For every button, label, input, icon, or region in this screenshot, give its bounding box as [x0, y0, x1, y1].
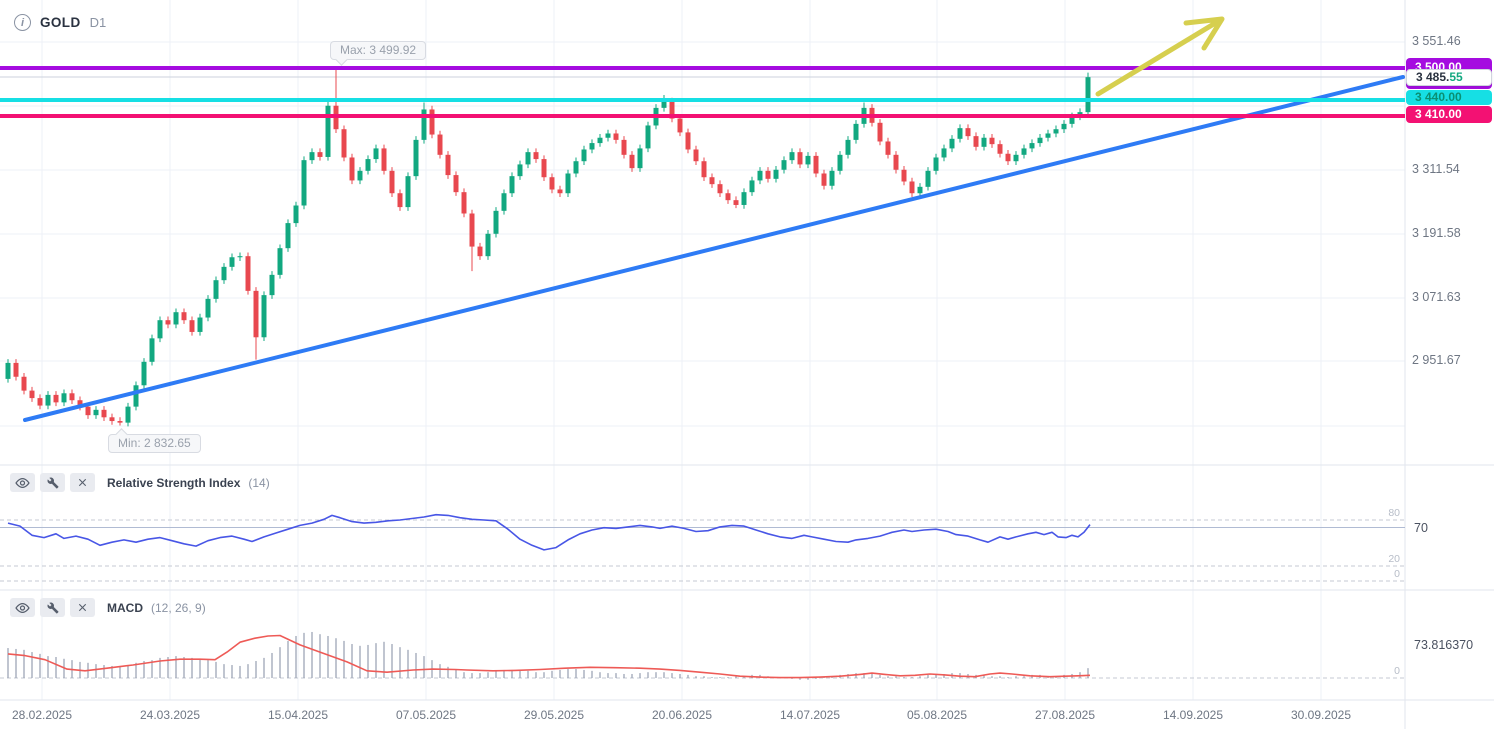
date-axis-label[interactable]: 07.05.2025 — [395, 708, 457, 722]
date-axis-label[interactable]: 20.06.2025 — [651, 708, 713, 722]
symbol-header: i GOLD D1 — [14, 14, 106, 31]
eye-icon — [15, 477, 30, 489]
date-axis-label[interactable]: 14.09.2025 — [1162, 708, 1224, 722]
symbol-name: GOLD — [40, 15, 81, 30]
date-axis-label[interactable]: 24.03.2025 — [139, 708, 201, 722]
candles-series — [5, 69, 1091, 427]
date-axis-label[interactable]: 30.09.2025 — [1290, 708, 1352, 722]
timeframe-label[interactable]: D1 — [89, 15, 107, 30]
date-axis-label[interactable]: 27.08.2025 — [1034, 708, 1096, 722]
macd-visibility-button[interactable] — [10, 598, 35, 617]
macd-title: MACD — [107, 600, 143, 615]
grid — [0, 0, 1405, 700]
arrow-annotation — [1095, 16, 1225, 97]
macd-panel — [0, 631, 1405, 680]
date-axis-label[interactable]: 05.08.2025 — [906, 708, 968, 722]
date-axis-label[interactable]: 28.02.2025 — [11, 708, 73, 722]
date-axis-label[interactable]: 15.04.2025 — [267, 708, 329, 722]
price-axis-label[interactable]: 2 951.67 — [1412, 353, 1461, 367]
macd-close-button[interactable] — [70, 598, 95, 617]
level-badge-cyan: 3 440.00 — [1406, 90, 1492, 105]
rsi-close-button[interactable] — [70, 473, 95, 492]
price-axis-label[interactable]: 3 551.46 — [1412, 34, 1461, 48]
date-axis-label[interactable]: 14.07.2025 — [779, 708, 841, 722]
current-price-int: 3 485. — [1416, 70, 1450, 84]
trendline — [23, 75, 1405, 422]
macd-zero-label: 0 — [1394, 665, 1400, 677]
rsi-level-label: 80 — [1388, 507, 1400, 519]
rsi-level-label: 20 — [1388, 553, 1400, 565]
wrench-icon — [46, 602, 59, 614]
min-price-tooltip: Min: 2 832.65 — [108, 434, 201, 453]
macd-current-value: 73.816370 — [1414, 638, 1474, 652]
rsi-title: Relative Strength Index — [107, 475, 241, 490]
current-price-frac: 55 — [1449, 70, 1463, 84]
date-axis-label[interactable]: 29.05.2025 — [523, 708, 585, 722]
rsi-panel — [0, 513, 1405, 582]
rsi-level-label: 0 — [1394, 568, 1400, 580]
price-levels — [0, 66, 1405, 118]
wrench-icon — [46, 477, 59, 489]
eye-icon — [15, 602, 30, 614]
rsi-settings-button[interactable] — [40, 473, 65, 492]
price-axis-label[interactable]: 3 071.63 — [1412, 290, 1461, 304]
current-price-badge: 3 485.55 — [1406, 69, 1492, 86]
macd-settings-button[interactable] — [40, 598, 65, 617]
max-price-tooltip: Max: 3 499.92 — [330, 41, 427, 60]
level-badge-pink: 3 410.00 — [1406, 106, 1492, 123]
rsi-params: (14) — [248, 475, 270, 490]
rsi-visibility-button[interactable] — [10, 473, 35, 492]
macd-params: (12, 26, 9) — [151, 600, 206, 615]
rsi-current-value: 70 — [1414, 521, 1428, 535]
info-icon[interactable]: i — [14, 14, 31, 31]
rsi-indicator-header: Relative Strength Index (14) — [10, 473, 270, 492]
price-axis-label[interactable]: 3 311.54 — [1412, 162, 1460, 176]
close-icon — [77, 477, 88, 488]
macd-indicator-header: MACD (12, 26, 9) — [10, 598, 206, 617]
price-axis-label[interactable]: 3 191.58 — [1412, 226, 1461, 240]
close-icon — [77, 602, 88, 613]
